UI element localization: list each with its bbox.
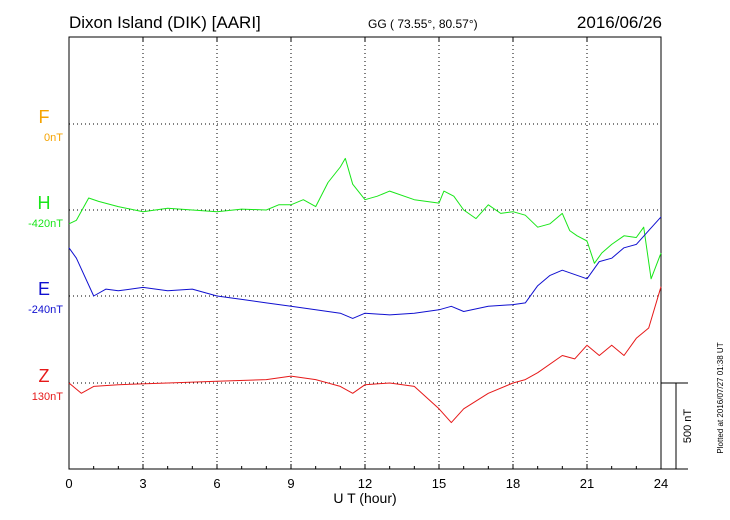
channel-name: Z [39, 366, 50, 386]
x-tick-label: 24 [654, 476, 668, 491]
x-tick-label: 9 [287, 476, 294, 491]
grid-lines [69, 37, 661, 469]
station-coordinates: GG ( 73.55°, 80.57°) [368, 17, 478, 31]
channel-baseline: -420nT [28, 218, 63, 230]
scale-label: 500 nT [682, 409, 694, 444]
x-tick-label: 15 [432, 476, 446, 491]
data-traces [68, 157, 662, 424]
channel-baseline: 0nT [44, 132, 63, 144]
scale-bar: 500 nT [661, 382, 694, 470]
x-tick-label: 18 [506, 476, 520, 491]
trace-H [68, 157, 662, 280]
x-axis-label: U T (hour) [333, 490, 396, 506]
trace-E [68, 216, 662, 319]
x-tick-label: 21 [580, 476, 594, 491]
x-tick-label: 0 [65, 476, 72, 491]
trace-Z [68, 286, 662, 424]
x-tick-label: 12 [358, 476, 372, 491]
station-title: Dixon Island (DIK) [AARI] [69, 13, 261, 32]
x-tick-label: 3 [139, 476, 146, 491]
x-tick-label: 6 [213, 476, 220, 491]
plot-date: 2016/06/26 [577, 13, 662, 32]
channel-labels: F 0nT H -420nT E -240nT Z 130nT [28, 107, 63, 403]
channel-name: F [39, 107, 50, 127]
channel-name: E [38, 279, 50, 299]
channel-baseline: 130nT [32, 391, 63, 403]
plotted-timestamp: Plotted at 2016/07/27 01:38 UT [716, 342, 725, 453]
channel-baseline: -240nT [28, 304, 63, 316]
channel-name: H [38, 193, 51, 213]
x-axis-ticks: 0 3 6 9 12 15 18 21 24 [65, 37, 668, 491]
